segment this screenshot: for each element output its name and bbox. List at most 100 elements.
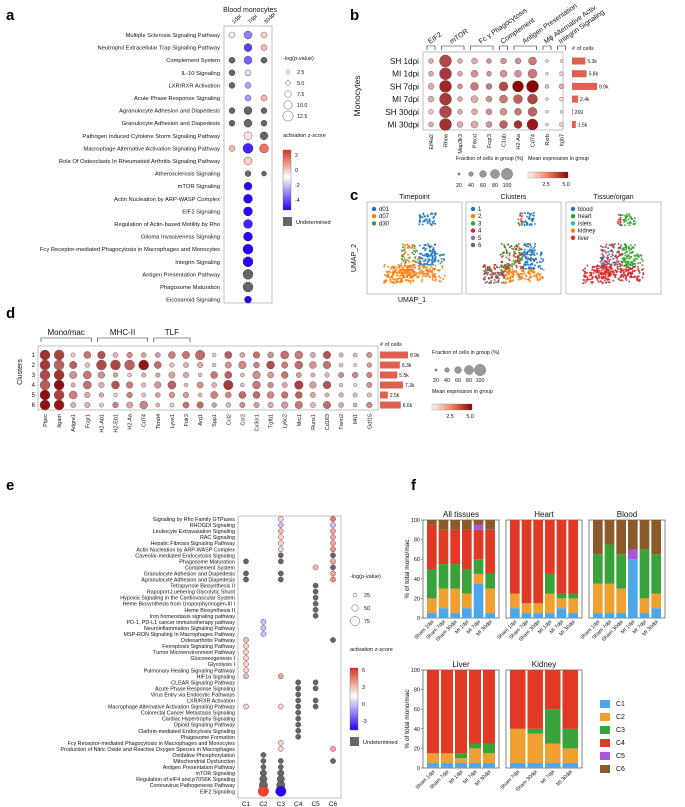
panel-a-row-label: Antigen Presentation Pathway (142, 272, 220, 278)
panel-d-dot (196, 381, 204, 389)
panel-c-umap-point (524, 255, 527, 258)
panel-b-dot (485, 95, 493, 103)
panel-a-row-label: Agranulocyte Adhesion and Diapedesis (119, 109, 220, 115)
panel-c-umap-point (526, 263, 529, 266)
panel-c-umap-point (423, 265, 426, 268)
panel-e-dot (277, 534, 284, 540)
panel-c-umap-point (408, 272, 411, 275)
panel-label-e: e (6, 477, 14, 494)
panel-c-umap-point (630, 251, 633, 254)
panel-a-colorbar-tick: -2 (295, 183, 300, 189)
panel-d-dot (182, 391, 190, 399)
panel-f-bar-segment (593, 613, 603, 618)
panel-f-bar-segment (556, 593, 567, 599)
panel-f-plot-title: Liver (452, 660, 470, 669)
panel-c-umap-point (428, 249, 431, 252)
panel-f-bar-segment (438, 529, 449, 565)
panel-e-row-label: Fcγ Receptor-mediated Phagocytosis in Ma… (68, 741, 236, 747)
panel-c-umap-point (521, 212, 524, 215)
panel-f-bar-segment (462, 593, 472, 609)
panel-f-bar-segment (604, 613, 615, 618)
panel-e-dot (243, 570, 249, 577)
panel-c-umap-point (604, 277, 607, 280)
panel-c-umap-point (392, 278, 395, 281)
panel-c-umap-point (523, 263, 526, 266)
panel-d-dot (70, 352, 76, 358)
panel-c-umap-point (492, 271, 495, 274)
panel-c-umap-point (605, 269, 608, 272)
panel-c-umap-point (440, 260, 443, 263)
panel-f-bar-segment (545, 709, 561, 744)
panel-d-dot (84, 402, 91, 408)
panel-f-bar-segment (473, 529, 484, 560)
panel-c-umap-point (483, 273, 486, 276)
panel-e-row-label: Clathrin-mediated Endocytosis Signaling (138, 729, 235, 735)
panel-c-umap-point (426, 253, 429, 256)
panel-a-dot (244, 82, 252, 89)
panel-a-dot (243, 106, 253, 115)
panel-c-umap-point (412, 253, 415, 256)
panel-d-gene-label: Tgfb1 (269, 414, 275, 428)
panel-c-umap-point (514, 256, 517, 259)
panel-c-umap-point (599, 280, 602, 283)
panel-a-row-label: Integrin Signaling (175, 260, 220, 266)
panel-c-umap-point (503, 251, 506, 254)
panel-f-bar-segment (485, 529, 495, 574)
panel-d-dot (323, 351, 331, 359)
panel-f-bar-segment (462, 520, 472, 530)
panel-e-size-legend-label: 75 (364, 619, 370, 625)
panel-c-umap-point (610, 265, 613, 268)
panel-d-dot (53, 389, 65, 401)
panel-c-umap-point (426, 222, 429, 225)
panel-d-dot (183, 372, 189, 378)
panel-f-bar-segment (521, 603, 532, 614)
panel-c-umap-point (412, 270, 415, 273)
panel-a-row-label: Pathogen Induced Cytokine Storm Signalin… (82, 134, 220, 140)
panel-e-dot (243, 667, 249, 674)
panel-c-umap-point (527, 245, 530, 248)
panel-f-bar-segment (510, 520, 520, 594)
panel-c-umap-point (416, 258, 419, 261)
panel-c-umap-point (596, 270, 599, 273)
panel-c-umap-point (593, 266, 596, 269)
panel-c-umap-point (599, 245, 602, 248)
panel-c-umap-point (519, 213, 522, 216)
panel-c-umap-point (415, 249, 418, 252)
panel-a-dot (243, 181, 253, 191)
panel-a-dot (242, 143, 254, 154)
panel-c-umap-point (411, 266, 414, 269)
panel-c-umap-point (409, 282, 412, 285)
panel-e-dot (243, 655, 249, 661)
panel-d-frac-title: Fraction of cells in group (%) (432, 350, 500, 356)
panel-f-bar-segment (483, 743, 495, 754)
panel-c-umap-point (625, 219, 628, 222)
panel-c-umap-point (422, 272, 425, 275)
panel-b-group-bracket (542, 45, 552, 50)
panel-d-dot (239, 402, 246, 408)
panel-d-dot (168, 351, 176, 359)
panel-e-row-label: Cardiac Hypertrophy Signaling (162, 717, 235, 723)
panel-b-dot (439, 67, 452, 80)
panel-d-gene-label: Gdf15 (367, 414, 373, 429)
panel-e-row-label: Production of Nitric Oxide and Reactive … (60, 747, 235, 753)
panel-e-dot (330, 528, 336, 534)
panel-c-umap-point (529, 214, 532, 217)
panel-c-umap-point (518, 277, 521, 280)
panel-c-umap-point (531, 252, 534, 255)
panel-c-umap-point (627, 245, 630, 248)
panel-c-umap-point (432, 268, 435, 271)
panel-c-umap-point (529, 258, 532, 261)
panel-e-dot (275, 785, 287, 797)
panel-d-gene-label: Cd74 (142, 414, 148, 427)
panel-c-umap-point (432, 263, 435, 266)
panel-d-gene-label: Ccr2 (240, 414, 246, 426)
panel-c-umap-point (386, 276, 389, 279)
panel-c-umap-point (426, 214, 429, 217)
panel-b-row-label: SH 7dpi (390, 82, 419, 91)
panel-f-bar-segment (455, 763, 467, 768)
panel-d-group-bracket (153, 337, 191, 342)
panel-c-umap-point (530, 257, 533, 260)
panel-b-dot (428, 109, 434, 115)
panel-c-umap-point (530, 259, 533, 262)
panel-c-umap-point (522, 221, 525, 224)
